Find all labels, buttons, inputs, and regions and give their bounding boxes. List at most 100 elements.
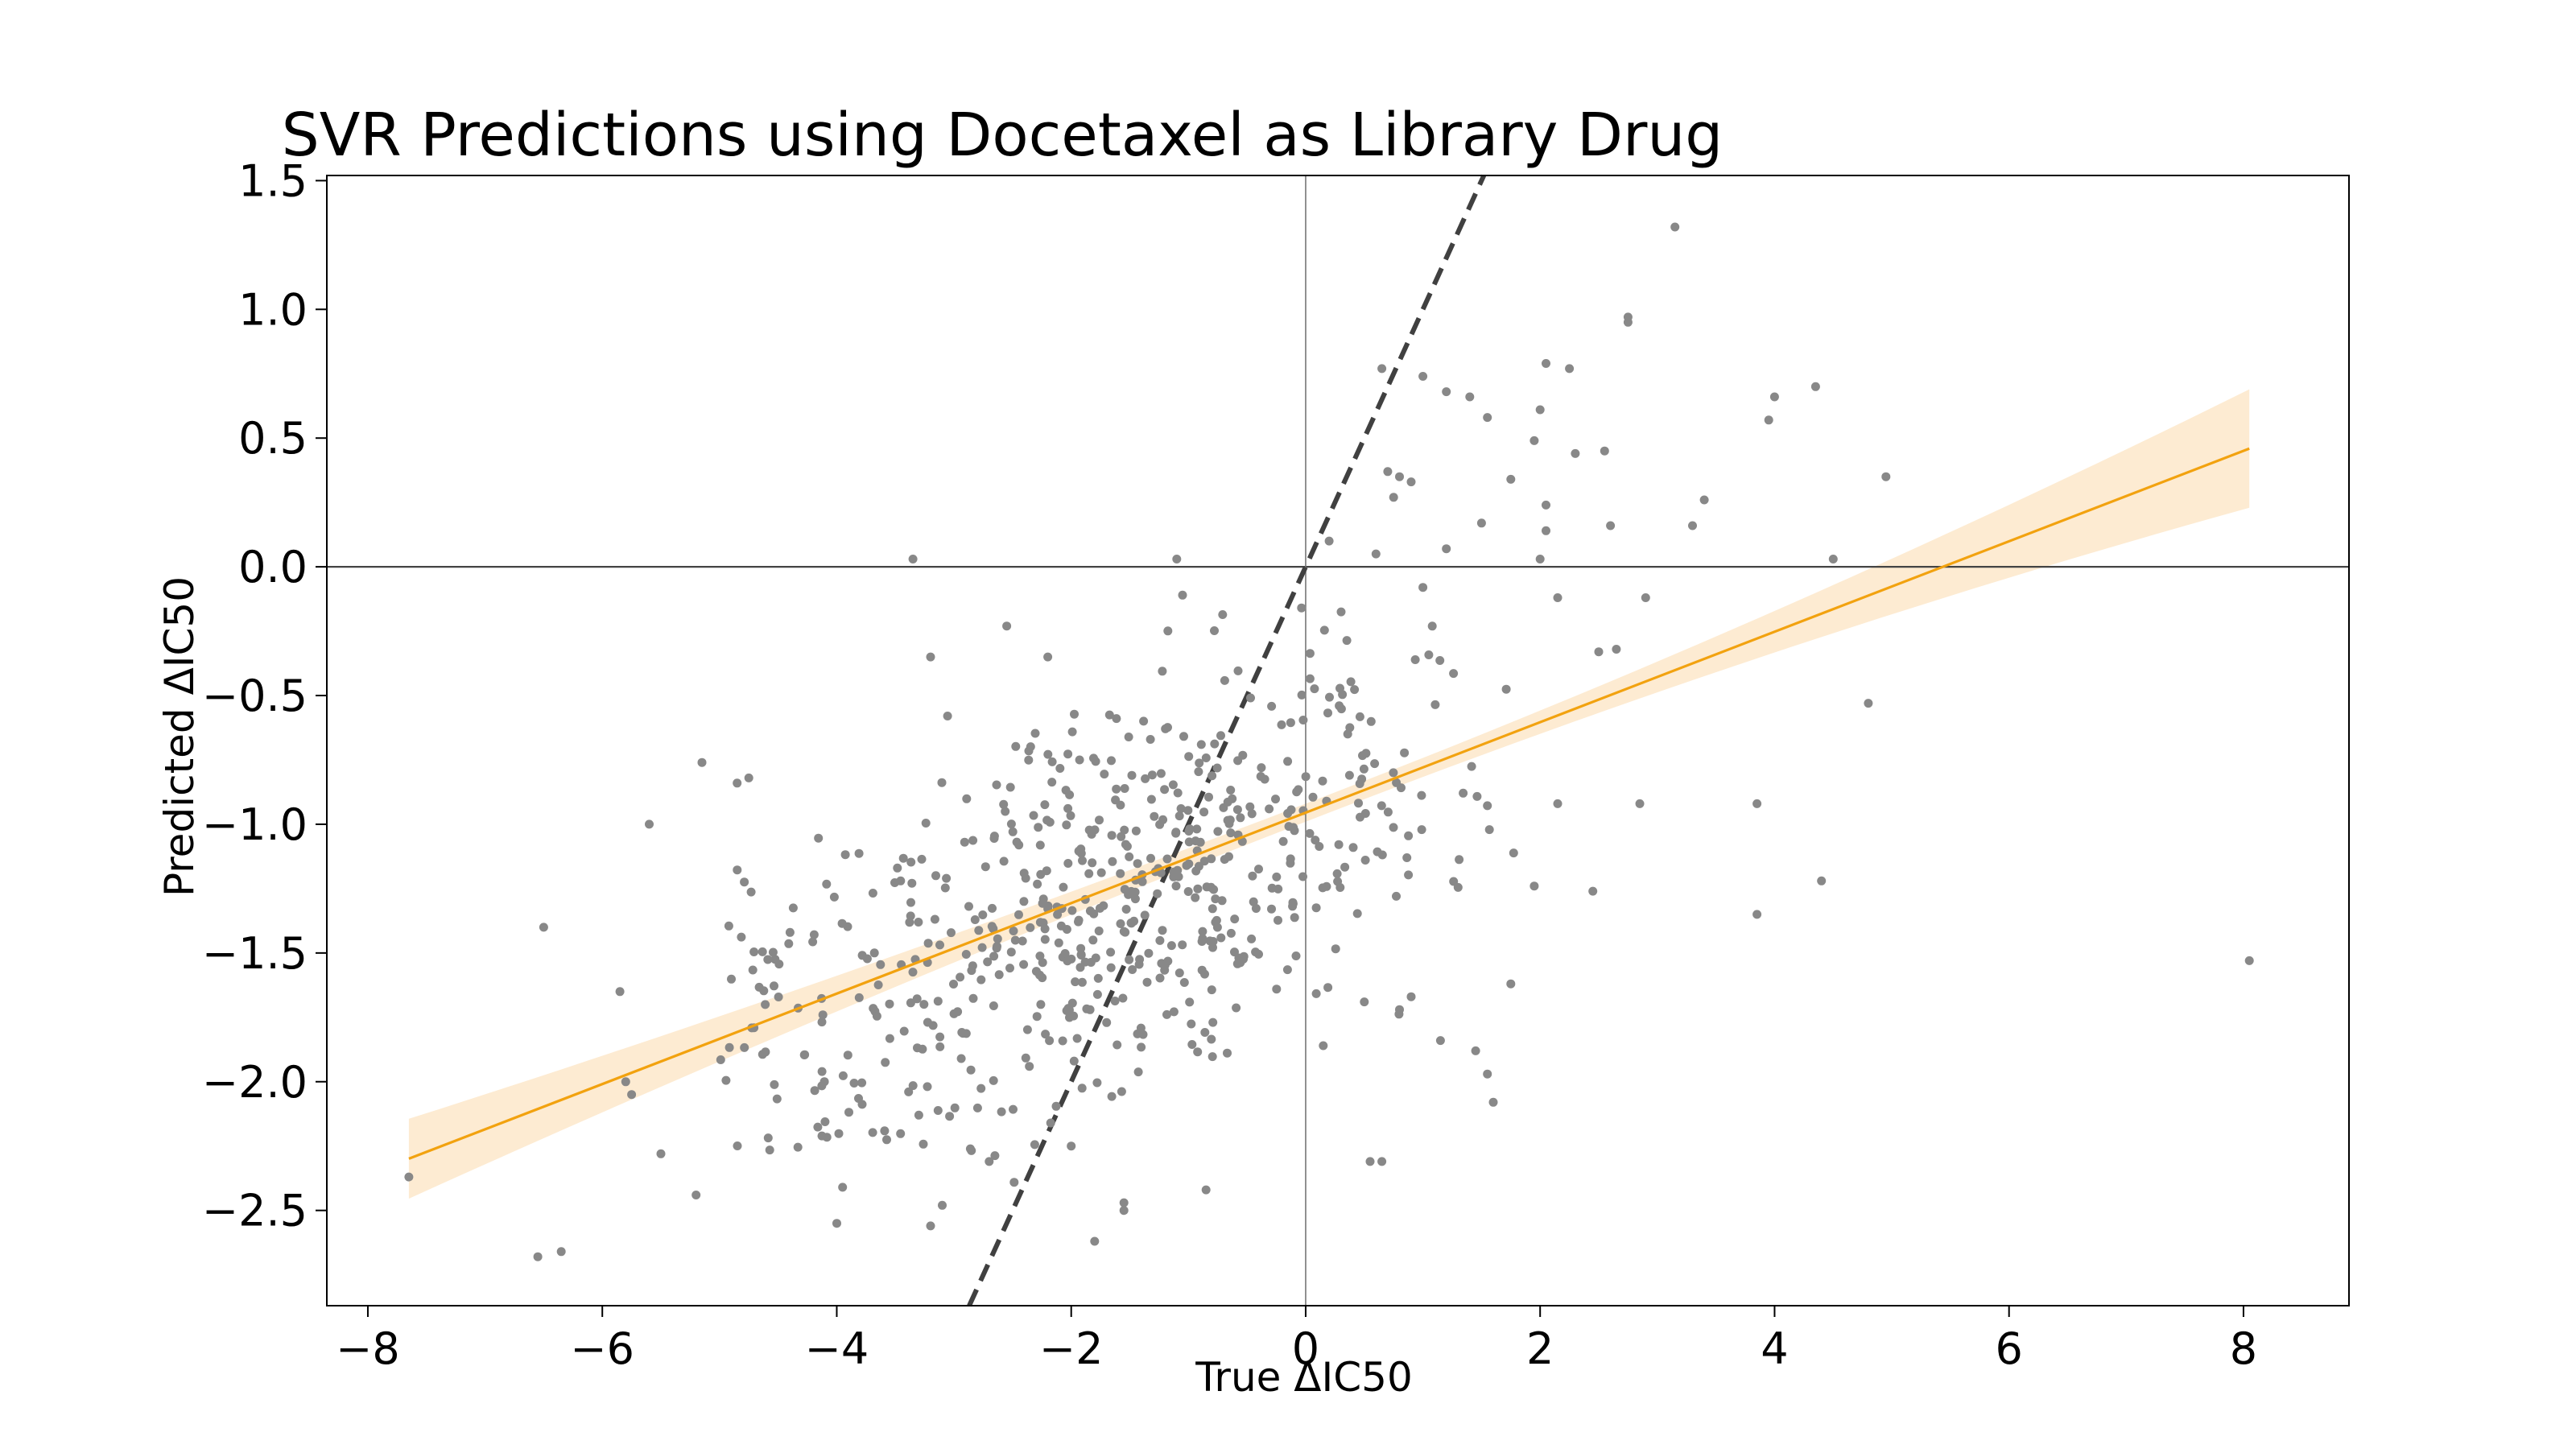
y-tick-label: 1.0 xyxy=(238,284,308,335)
data-point xyxy=(1207,854,1216,864)
data-point xyxy=(1233,666,1243,675)
data-point xyxy=(1047,778,1057,787)
data-point xyxy=(1216,731,1225,741)
data-point xyxy=(857,1078,867,1088)
data-point xyxy=(1542,359,1550,368)
data-point xyxy=(1063,859,1073,868)
data-point xyxy=(1226,928,1236,938)
data-point xyxy=(1092,989,1102,999)
data-point xyxy=(744,773,753,782)
data-point xyxy=(770,981,778,991)
data-point xyxy=(1435,1036,1445,1046)
data-point xyxy=(733,1141,742,1150)
data-point xyxy=(1226,786,1236,795)
data-point xyxy=(1471,1046,1480,1055)
data-point xyxy=(1090,825,1100,835)
plot-frame xyxy=(326,175,2350,1306)
data-point xyxy=(1063,749,1073,759)
data-point xyxy=(1178,590,1187,600)
data-point xyxy=(1257,763,1266,773)
data-point xyxy=(697,757,707,767)
data-point xyxy=(881,1058,890,1067)
data-point xyxy=(1324,536,1334,546)
data-point xyxy=(1233,756,1243,766)
data-point xyxy=(1127,770,1137,780)
data-point xyxy=(1043,652,1053,662)
y-tick-label: 0.5 xyxy=(238,413,308,464)
data-point xyxy=(1201,753,1211,762)
data-point xyxy=(1136,1023,1146,1033)
data-point xyxy=(1156,769,1166,778)
data-point xyxy=(1483,1069,1492,1079)
data-point xyxy=(896,876,906,885)
data-point xyxy=(1090,1236,1100,1246)
data-point xyxy=(1076,848,1086,858)
data-point xyxy=(1106,947,1116,957)
data-point xyxy=(1248,871,1257,881)
data-point xyxy=(1133,1067,1143,1077)
data-point xyxy=(961,950,971,959)
data-point xyxy=(1210,626,1219,635)
x-tick-label: 8 xyxy=(2230,1323,2257,1374)
data-point xyxy=(1135,955,1145,964)
data-point xyxy=(1158,815,1168,824)
data-point xyxy=(1226,828,1236,838)
data-point xyxy=(838,1071,848,1080)
confidence-band xyxy=(408,389,2250,1199)
data-point xyxy=(1208,904,1217,914)
data-point xyxy=(844,1108,853,1117)
data-point xyxy=(1158,926,1167,935)
data-point xyxy=(1305,649,1315,658)
identity-line xyxy=(967,174,1487,1307)
data-point xyxy=(533,1252,543,1261)
data-point xyxy=(645,819,654,829)
data-point xyxy=(539,923,548,932)
data-point xyxy=(1088,935,1098,945)
data-point xyxy=(1072,1034,1082,1043)
data-point xyxy=(1063,1004,1073,1013)
data-point xyxy=(758,947,767,956)
data-point xyxy=(1137,1042,1146,1052)
data-point xyxy=(919,1139,928,1149)
data-point xyxy=(813,1122,823,1132)
data-point xyxy=(1124,890,1133,899)
data-point xyxy=(1370,759,1380,769)
data-point xyxy=(788,903,798,913)
data-point xyxy=(960,837,969,847)
data-point xyxy=(1040,924,1050,934)
data-point xyxy=(978,910,988,919)
data-point xyxy=(1291,951,1301,960)
data-point xyxy=(1187,1040,1197,1049)
data-point xyxy=(1185,997,1195,1007)
data-point xyxy=(740,1042,749,1052)
regression-line xyxy=(408,447,2250,1160)
data-point xyxy=(1212,763,1222,773)
data-point xyxy=(1174,872,1183,881)
data-point xyxy=(1216,933,1226,943)
data-point xyxy=(774,960,784,969)
data-point xyxy=(1036,869,1046,879)
data-point xyxy=(1160,785,1170,795)
data-point xyxy=(1131,826,1141,836)
data-point xyxy=(733,778,742,788)
data-point xyxy=(857,1100,867,1109)
data-point xyxy=(999,799,1009,809)
y-tick-label: −0.5 xyxy=(202,671,308,721)
data-point xyxy=(1010,935,1020,945)
confidence-band-layer xyxy=(408,389,2250,1199)
data-point xyxy=(733,865,742,875)
data-point xyxy=(770,1079,779,1089)
data-point xyxy=(1350,685,1360,695)
data-point xyxy=(923,939,933,948)
data-point xyxy=(627,1090,637,1100)
data-point xyxy=(1018,936,1027,946)
data-point xyxy=(748,965,758,975)
data-point xyxy=(1001,807,1010,816)
data-point xyxy=(1260,774,1269,784)
data-point xyxy=(1124,733,1133,741)
y-tick-label: −1.0 xyxy=(202,799,308,850)
data-point xyxy=(1163,626,1173,636)
data-point xyxy=(1506,474,1516,484)
data-point xyxy=(914,1110,923,1120)
data-point xyxy=(1881,472,1891,481)
